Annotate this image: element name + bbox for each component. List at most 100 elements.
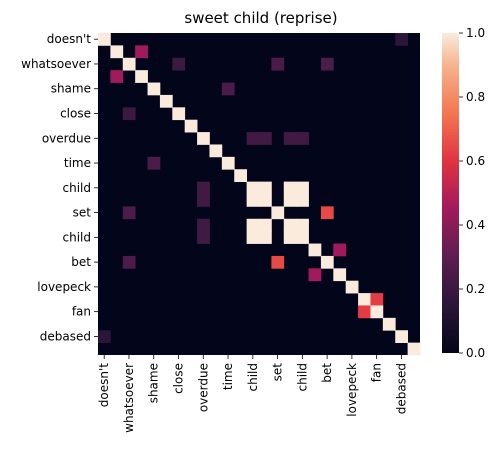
heatmap-cell xyxy=(246,218,260,232)
heatmap-cell xyxy=(333,268,347,282)
heatmap-cell xyxy=(358,305,371,319)
x-tick-label: time xyxy=(221,363,235,390)
heatmap-cell xyxy=(320,57,334,71)
colorbar-tick-label: 0.4 xyxy=(466,218,485,232)
heatmap-cell xyxy=(259,181,272,195)
heatmap-cell xyxy=(147,82,161,96)
x-tick-label: shame xyxy=(147,363,161,403)
y-tick-label: bet xyxy=(71,255,91,269)
heatmap-cell xyxy=(296,218,309,232)
heatmap-cell xyxy=(271,255,285,269)
heatmap-cell xyxy=(345,280,359,294)
heatmap-cell xyxy=(382,317,396,331)
y-tick-label: whatsoever xyxy=(21,57,91,71)
heatmap-cell xyxy=(271,57,285,71)
x-tick-label: child xyxy=(246,363,260,392)
heatmap-cell xyxy=(259,231,272,244)
heatmap-cell xyxy=(122,255,136,269)
x-tick-label: child xyxy=(295,363,309,392)
heatmap-cell xyxy=(271,206,285,220)
heatmap-cell xyxy=(246,231,260,244)
heatmap-cell xyxy=(308,268,322,282)
heatmap-cell xyxy=(122,206,136,220)
heatmap-cell xyxy=(135,70,148,83)
heatmap-cell xyxy=(395,330,409,344)
colorbar-tick-label: 0.0 xyxy=(466,346,485,360)
heatmap-cell xyxy=(184,119,198,133)
heatmap-cell xyxy=(172,57,186,71)
heatmap-cell xyxy=(296,194,309,207)
heatmap-cell xyxy=(246,132,260,145)
heatmap-cell xyxy=(296,181,309,195)
colorbar-tick-label: 0.6 xyxy=(466,154,485,168)
heatmap-cell xyxy=(197,181,210,195)
heatmap-cell xyxy=(320,206,334,220)
y-tick-labels: doesn't whatsoever shame close overdue time ch… xyxy=(21,32,98,343)
heatmap-cell xyxy=(122,107,136,121)
heatmap-cell xyxy=(234,169,248,183)
x-tick-label: debased xyxy=(394,363,408,414)
heatmap-cell xyxy=(370,305,384,319)
heatmap-cells xyxy=(98,33,421,356)
heatmap-cell xyxy=(110,70,124,83)
y-tick-label: child xyxy=(63,230,92,244)
heatmap-cell xyxy=(98,330,111,344)
y-tick-label: shame xyxy=(51,82,91,96)
heatmap-cell xyxy=(135,45,148,59)
chart-title: sweet child (reprise) xyxy=(184,9,337,27)
heatmap-cell xyxy=(197,132,210,145)
heatmap-cell xyxy=(197,218,210,232)
heatmap-cell xyxy=(320,255,334,269)
heatmap-cell xyxy=(172,107,186,121)
heatmap-cell xyxy=(333,243,347,257)
heatmap-cell xyxy=(246,181,260,195)
y-tick-label: overdue xyxy=(42,131,91,145)
y-tick-label: fan xyxy=(72,305,91,319)
y-tick-label: set xyxy=(73,206,92,220)
heatmap-cell xyxy=(358,293,371,306)
heatmap-cell xyxy=(283,218,297,232)
heatmap-cell xyxy=(221,82,235,96)
colorbar-ticks: 0.0 0.2 0.4 0.6 0.8 1.0 xyxy=(459,26,485,360)
y-tick-label: close xyxy=(60,107,91,121)
colorbar-tick-label: 1.0 xyxy=(466,26,485,40)
x-tick-labels: doesn't whatsoever shame close overdue time ch… xyxy=(97,355,408,433)
heatmap-cell xyxy=(259,194,272,207)
y-tick-label: child xyxy=(63,181,92,195)
heatmap-cell xyxy=(159,94,173,108)
heatmap-cell xyxy=(197,231,210,244)
x-tick-label: overdue xyxy=(196,363,210,412)
heatmap-cell xyxy=(283,181,297,195)
heatmap-cell xyxy=(283,231,297,244)
colorbar-tick-label: 0.2 xyxy=(466,282,485,296)
y-tick-label: lovepeck xyxy=(37,280,91,294)
heatmap-cell xyxy=(370,293,384,306)
heatmap-cell xyxy=(221,156,235,170)
heatmap-cell xyxy=(283,194,297,207)
y-tick-label: time xyxy=(64,156,91,170)
y-tick-label: debased xyxy=(40,329,91,343)
y-tick-label: doesn't xyxy=(47,32,91,46)
heatmap-cell xyxy=(283,132,297,145)
heatmap-cell xyxy=(98,33,111,46)
heatmap-cell xyxy=(197,194,210,207)
colorbar-tick-label: 0.8 xyxy=(466,90,485,104)
heatmap-cell xyxy=(110,45,124,59)
x-tick-label: lovepeck xyxy=(345,363,359,417)
x-tick-label: set xyxy=(271,363,285,382)
heatmap-cell xyxy=(296,231,309,244)
heatmap-cell xyxy=(209,144,223,158)
heatmap-cell xyxy=(308,243,322,257)
x-tick-label: bet xyxy=(320,363,334,383)
x-tick-label: doesn't xyxy=(97,363,111,407)
heatmap-cell xyxy=(246,194,260,207)
x-tick-label: close xyxy=(172,363,186,394)
colorbar xyxy=(442,33,459,353)
heatmap-cell xyxy=(296,132,309,145)
heatmap-cell xyxy=(147,156,161,170)
x-tick-label: fan xyxy=(370,363,384,382)
heatmap-cell xyxy=(407,342,421,356)
heatmap-cell xyxy=(259,218,272,232)
heatmap-cell xyxy=(122,57,136,71)
